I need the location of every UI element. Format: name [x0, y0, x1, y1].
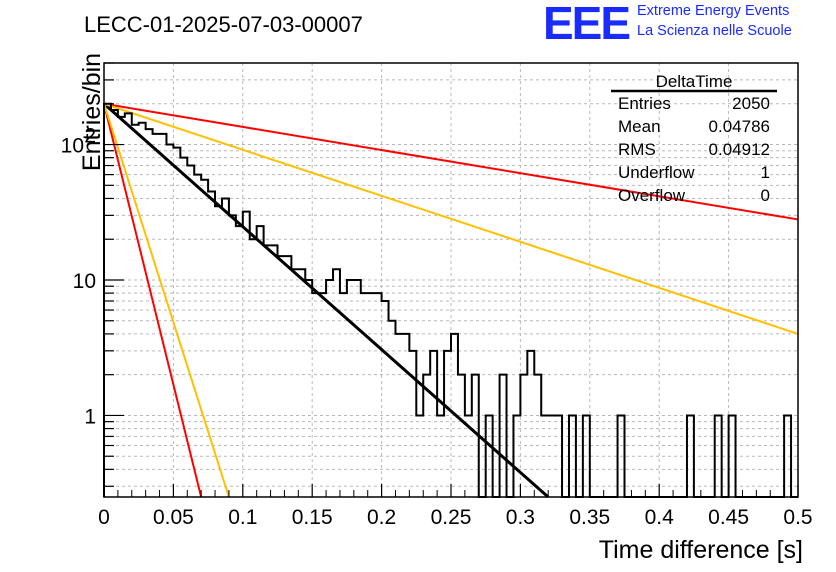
fit-line — [103, 103, 203, 498]
x-tick-label: 0.2 — [367, 506, 396, 529]
logo-tagline-2: La Scienza nelle Scuole — [637, 23, 792, 39]
x-tick-label: 0.5 — [783, 506, 812, 529]
grid — [104, 62, 798, 497]
x-tick-label: 0.1 — [228, 506, 257, 529]
stats-label-mean: Mean — [618, 117, 661, 136]
stats-label-rms: RMS — [618, 140, 656, 159]
x-tick-label: 0.3 — [506, 506, 535, 529]
fit-curves — [103, 102, 799, 499]
stats-value-rms: 0.04912 — [709, 140, 770, 159]
fit-line — [103, 103, 230, 498]
fit-line — [103, 102, 799, 335]
x-axis-label: Time difference [s] — [599, 536, 803, 564]
y-tick-label: 1 — [84, 405, 96, 428]
stats-value-mean: 0.04786 — [709, 117, 770, 136]
x-tick-label: 0.4 — [645, 506, 675, 529]
stats-label-underflow: Underflow — [618, 163, 695, 182]
y-axis-label: Entries/bin — [78, 53, 106, 171]
plot-title: LECC-01-2025-07-03-00007 — [84, 12, 363, 37]
x-tick-label: 0 — [98, 506, 110, 529]
stats-label-entries: Entries — [618, 94, 671, 113]
stats-value-overflow: 0 — [761, 186, 770, 205]
eee-logo: EEE — [543, 0, 631, 49]
stats-value-underflow: 1 — [761, 163, 770, 182]
fit-line — [103, 102, 799, 221]
x-tick-label: 0.35 — [569, 506, 610, 529]
fit-line — [103, 102, 550, 499]
x-tick-label: 0.15 — [292, 506, 333, 529]
y-tick-label: 10 — [61, 135, 84, 158]
x-tick-label: 0.05 — [153, 506, 194, 529]
stats-label-overflow: Overflow — [618, 186, 686, 205]
axis-ticks: 0 0.05 0.1 0.15 0.2 0.25 0.3 0.35 0.4 0.45 0.51101… — [61, 62, 813, 529]
y-tick-label: 10 — [73, 270, 96, 293]
y-tick-exponent: 2 — [84, 125, 96, 148]
stats-value-entries: 2050 — [732, 94, 770, 113]
logo-tagline-1: Extreme Energy Events — [637, 3, 790, 19]
stats-box: DeltaTime Entries 2050 Mean 0.04786 RMS … — [611, 72, 777, 205]
x-tick-label: 0.45 — [708, 506, 749, 529]
x-tick-label: 0.25 — [431, 506, 472, 529]
stats-name: DeltaTime — [656, 72, 733, 91]
